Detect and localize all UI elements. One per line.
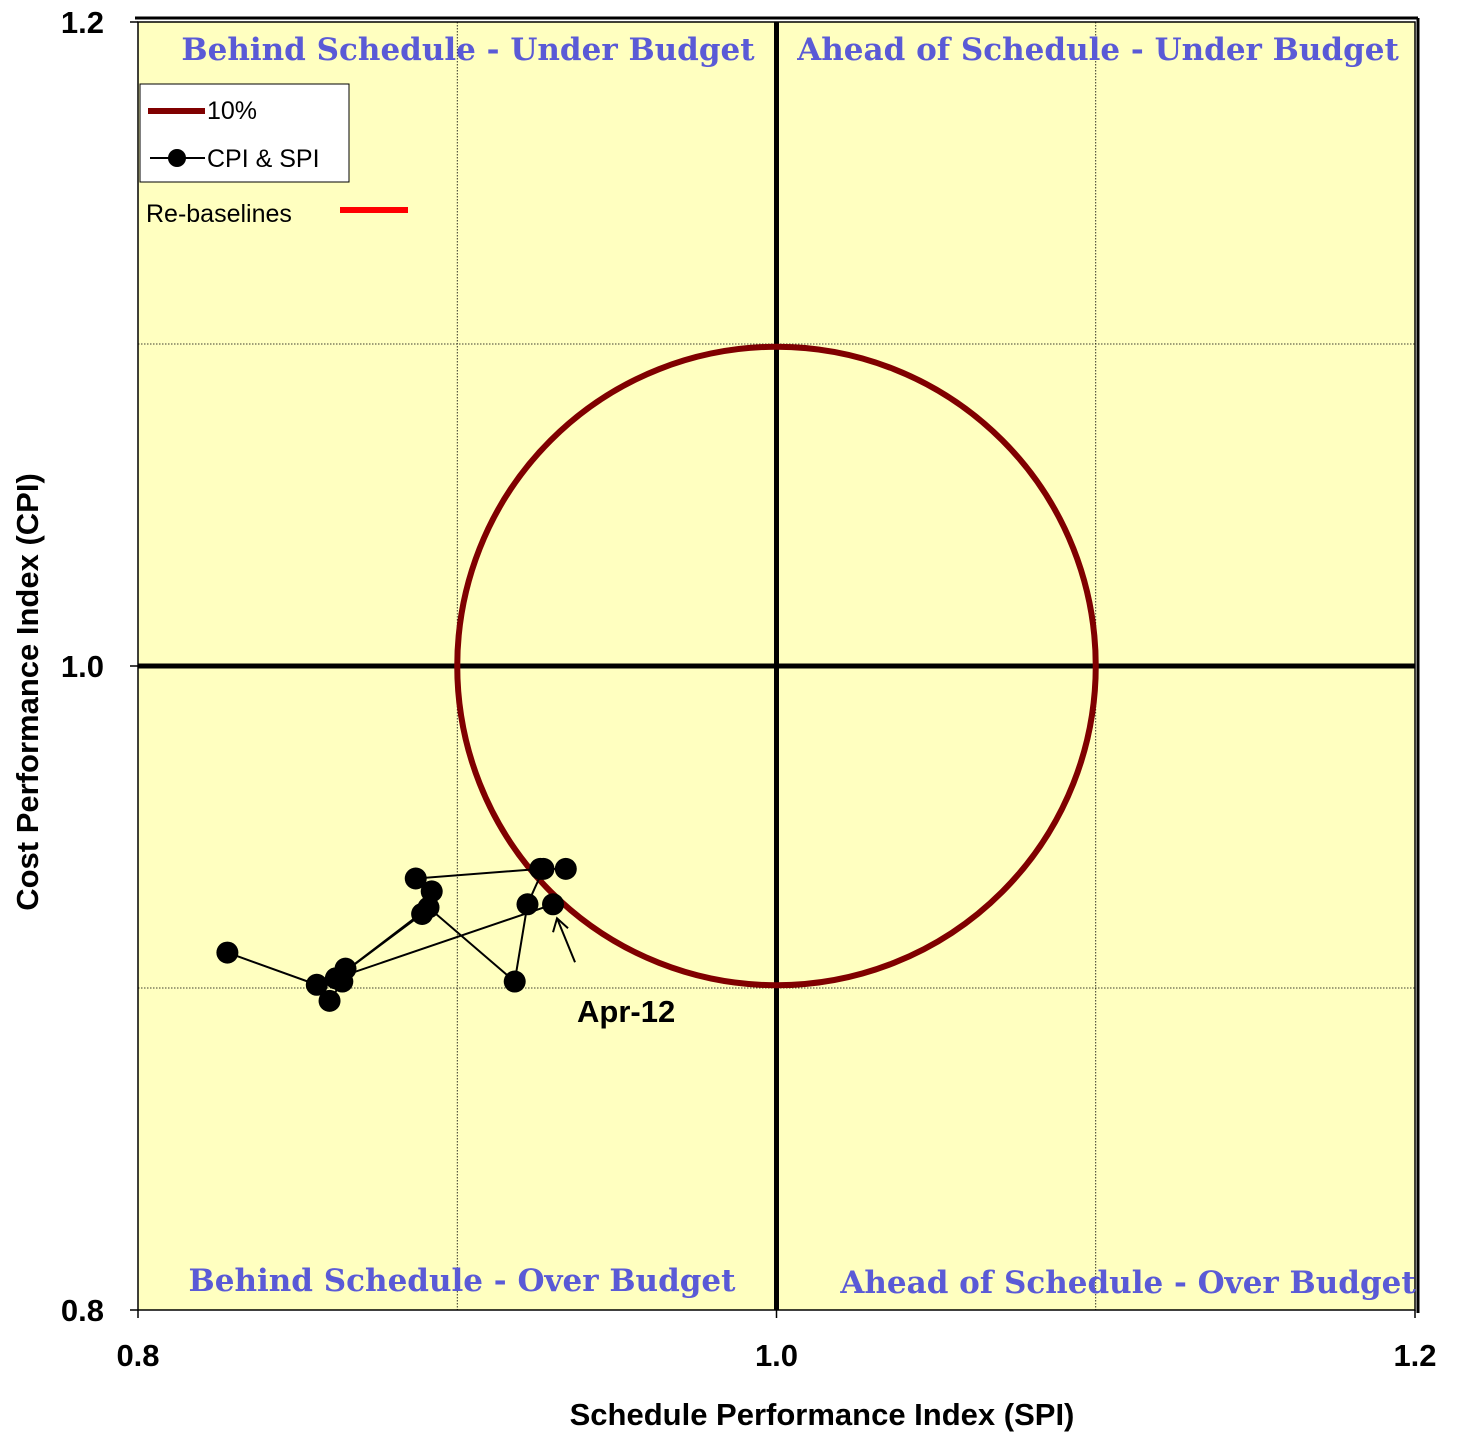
data-point-14 — [417, 896, 440, 919]
data-point-8 — [404, 867, 427, 890]
data-point-10 — [554, 857, 577, 880]
quadrant-label-top-left: Behind Schedule - Under Budget — [181, 32, 755, 68]
data-point-2 — [318, 989, 341, 1012]
data-point-11 — [532, 857, 555, 880]
y-tick-label-2: 0.8 — [61, 1293, 104, 1328]
data-point-12 — [516, 893, 539, 916]
quadrant-label-bottom-right: Ahead of Schedule - Over Budget — [839, 1265, 1416, 1301]
legend-swatch-cpi-spi-marker — [168, 149, 186, 167]
x-axis-title: Schedule Performance Index (SPI) — [570, 1397, 1075, 1432]
annotation-arrow — [556, 917, 576, 963]
y-tick-labels: 1.2 1.0 0.8 — [61, 5, 138, 1328]
legend: 10% CPI & SPI — [139, 83, 350, 183]
annotation-label: Apr-12 — [577, 994, 675, 1029]
data-point-16 — [542, 893, 565, 916]
data-point-1 — [305, 973, 328, 996]
data-point-15 — [324, 967, 347, 990]
annotation-arrow-head — [552, 916, 569, 933]
rebaseline-label: Re-baselines — [146, 200, 292, 228]
y-tick-label-1: 1.0 — [61, 649, 104, 684]
x-tick-labels: 0.8 1.0 1.2 — [116, 1310, 1437, 1373]
quadrant-label-top-right: Ahead of Schedule - Under Budget — [796, 32, 1399, 68]
data-point-0 — [216, 941, 239, 964]
legend-label-ten-percent: 10% — [207, 97, 257, 125]
quadrant-label-bottom-left: Behind Schedule - Over Budget — [189, 1263, 737, 1299]
legend-label-cpi-spi: CPI & SPI — [207, 145, 320, 173]
y-tick-label-0: 1.2 — [61, 5, 104, 40]
ten-percent-circle — [454, 343, 1099, 989]
series-points-cpi-spi — [216, 857, 577, 1012]
y-axis-title: Cost Performance Index (CPI) — [10, 473, 45, 911]
x-tick-label-2: 1.2 — [1393, 1338, 1436, 1373]
x-tick-label-1: 1.0 — [755, 1338, 798, 1373]
data-point-13 — [503, 970, 526, 993]
x-tick-label-0: 0.8 — [116, 1338, 159, 1373]
